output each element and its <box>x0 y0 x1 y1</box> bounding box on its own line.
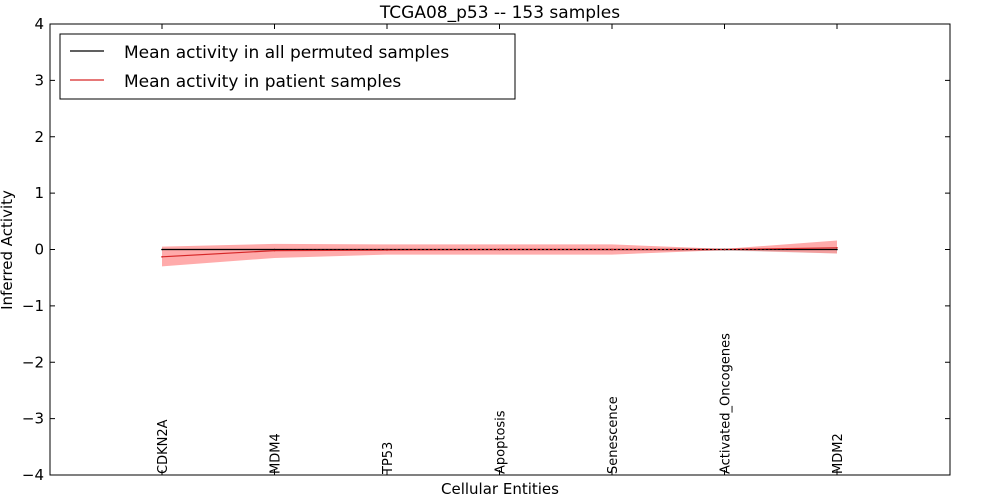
patient-mean-line-point-activated_oncogenes <box>723 248 726 251</box>
permuted-mean-line-point-cdkn2a <box>161 248 163 251</box>
x-tick-label-apoptosis: Apoptosis <box>494 410 509 474</box>
x-tick-label-mdm2: MDM2 <box>831 433 846 474</box>
y-tick-label-1: 1 <box>34 184 44 202</box>
x-tick-label-mdm4: MDM4 <box>269 433 284 474</box>
plot-area <box>161 240 838 267</box>
y-tick-label--2: −2 <box>22 353 44 371</box>
x-tick-label-senescence: Senescence <box>606 396 621 474</box>
y-tick-label-0: 0 <box>34 241 44 259</box>
legend-frame <box>59 33 516 100</box>
x-tick-label-activated_oncogenes: Activated_Oncogenes <box>719 333 734 474</box>
x-axis-label: Cellular Entities <box>441 480 559 498</box>
y-tick-label--3: −3 <box>22 410 44 428</box>
y-tick-label-4: 4 <box>34 15 44 33</box>
patient-mean-line-point-senescence <box>611 248 613 251</box>
patient-mean-line-point-tp53 <box>386 249 388 251</box>
x-tick-label-cdkn2a: CDKN2A <box>156 419 171 474</box>
permuted-mean-line-point-mdm4 <box>273 248 276 251</box>
y-axis: −4 −3 −2 −1 0 1 2 3 4 <box>22 15 950 484</box>
x-axis: CDKN2A MDM4 TP53 Apoptosis Senescence Activat… <box>156 24 846 475</box>
chart-title: TCGA08_p53 -- 153 samples <box>379 3 620 23</box>
patient-mean-line-point-mdm2 <box>836 247 838 249</box>
permuted-mean-line-point-mdm2 <box>836 248 838 251</box>
patient-mean-line-point-apoptosis <box>498 248 501 251</box>
patient-mean-line-point-cdkn2a <box>161 256 163 258</box>
x-tick-label-tp53: TP53 <box>381 442 396 475</box>
y-tick-label--1: −1 <box>22 297 44 315</box>
patient-mean-line-point-mdm4 <box>273 249 276 252</box>
legend-label-permuted: Mean activity in all permuted samples <box>124 43 449 63</box>
y-tick-label-3: 3 <box>34 71 44 89</box>
patient-range-band <box>162 240 837 267</box>
legend-label-patient: Mean activity in patient samples <box>124 72 401 92</box>
y-tick-label--4: −4 <box>22 466 44 484</box>
y-axis-label: Inferred Activity <box>0 190 16 310</box>
legend: Mean activity in all permuted samples Me… <box>59 33 516 100</box>
y-tick-label-2: 2 <box>34 128 44 146</box>
